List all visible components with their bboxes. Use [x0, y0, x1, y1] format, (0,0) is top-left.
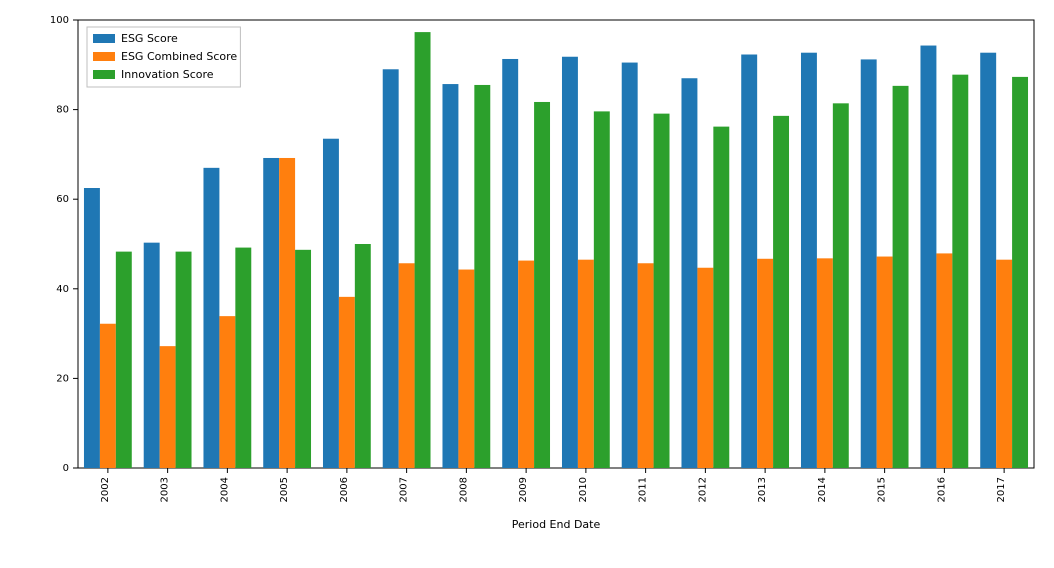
bar-esg-score	[980, 53, 996, 468]
x-tick-label: 2009	[518, 477, 529, 502]
bar-innovation-score	[295, 250, 311, 468]
bar-innovation-score	[176, 252, 192, 468]
legend-label: ESG Combined Score	[121, 50, 237, 63]
bar-esg-combined-score	[996, 260, 1012, 468]
x-tick-label: 2017	[996, 477, 1007, 502]
y-tick-label: 80	[56, 105, 69, 116]
bar-esg-combined-score	[936, 253, 952, 468]
x-axis-title: Period End Date	[512, 518, 601, 531]
x-tick-label: 2012	[697, 477, 708, 502]
esg-chart: 0 20 40 60 80 100 2002 2003 2004 2005 2006 2007 2008…	[0, 0, 1054, 568]
x-tick-label: 2010	[578, 477, 589, 502]
x-tick-label: 2011	[638, 477, 649, 502]
x-tick-label: 2004	[219, 477, 230, 502]
x-tick-label: 2007	[399, 477, 410, 502]
bar-esg-combined-score	[697, 268, 713, 468]
bar-innovation-score	[594, 111, 610, 468]
bar-innovation-score	[952, 75, 968, 468]
y-tick-label: 100	[50, 15, 69, 26]
bar-esg-combined-score	[638, 263, 654, 468]
bar-esg-score	[622, 63, 638, 468]
bar-innovation-score	[833, 103, 849, 468]
y-tick-label: 40	[56, 284, 69, 295]
x-tick-label: 2006	[339, 477, 350, 502]
x-tick-label: 2016	[936, 477, 947, 502]
x-tick-label: 2013	[757, 477, 768, 502]
bar-innovation-score	[235, 248, 251, 468]
bar-esg-combined-score	[219, 316, 235, 468]
bar-esg-combined-score	[757, 259, 773, 468]
bar-esg-score	[144, 243, 160, 468]
bar-esg-combined-score	[160, 346, 176, 468]
bar-esg-score	[263, 158, 279, 468]
bar-esg-combined-score	[279, 158, 295, 468]
bar-esg-combined-score	[578, 260, 594, 468]
bar-esg-combined-score	[877, 257, 893, 468]
bar-innovation-score	[415, 32, 431, 468]
x-tick-label: 2002	[100, 477, 111, 502]
x-tick-label: 2014	[817, 477, 828, 502]
bar-esg-combined-score	[100, 324, 116, 468]
bar-innovation-score	[773, 116, 789, 468]
bar-esg-score	[323, 139, 339, 468]
bar-esg-score	[502, 59, 518, 468]
bar-esg-score	[681, 78, 697, 468]
bar-esg-combined-score	[339, 297, 355, 468]
legend-swatch	[93, 70, 115, 79]
bar-innovation-score	[1012, 77, 1028, 468]
bar-innovation-score	[116, 252, 132, 468]
bar-esg-score	[383, 69, 399, 468]
bar-esg-score	[562, 57, 578, 468]
bar-innovation-score	[474, 85, 490, 468]
legend-label: Innovation Score	[121, 68, 214, 81]
chart-svg: 0 20 40 60 80 100 2002 2003 2004 2005 2006 2007 2008…	[0, 0, 1054, 568]
y-tick-label: 60	[56, 194, 69, 205]
bar-esg-combined-score	[458, 270, 474, 468]
legend-label: ESG Score	[121, 32, 178, 45]
bar-esg-score	[84, 188, 100, 468]
legend-swatch	[93, 34, 115, 43]
y-tick-label: 20	[56, 373, 69, 384]
bar-esg-combined-score	[817, 258, 833, 468]
y-tick-label: 0	[63, 463, 69, 474]
bar-innovation-score	[654, 114, 670, 468]
bar-esg-score	[920, 46, 936, 468]
bar-esg-combined-score	[518, 261, 534, 468]
x-tick-label: 2005	[279, 477, 290, 502]
bar-innovation-score	[893, 86, 909, 468]
x-tick-label: 2015	[877, 477, 888, 502]
bar-esg-score	[442, 84, 458, 468]
bar-esg-score	[741, 55, 757, 469]
bar-innovation-score	[713, 127, 729, 468]
bar-innovation-score	[355, 244, 371, 468]
legend-swatch	[93, 52, 115, 61]
x-tick-label: 2008	[458, 477, 469, 502]
bar-esg-score	[801, 53, 817, 468]
bar-innovation-score	[534, 102, 550, 468]
bar-esg-combined-score	[399, 263, 415, 468]
bar-esg-score	[861, 59, 877, 468]
bar-esg-score	[203, 168, 219, 468]
x-tick-label: 2003	[160, 477, 171, 502]
